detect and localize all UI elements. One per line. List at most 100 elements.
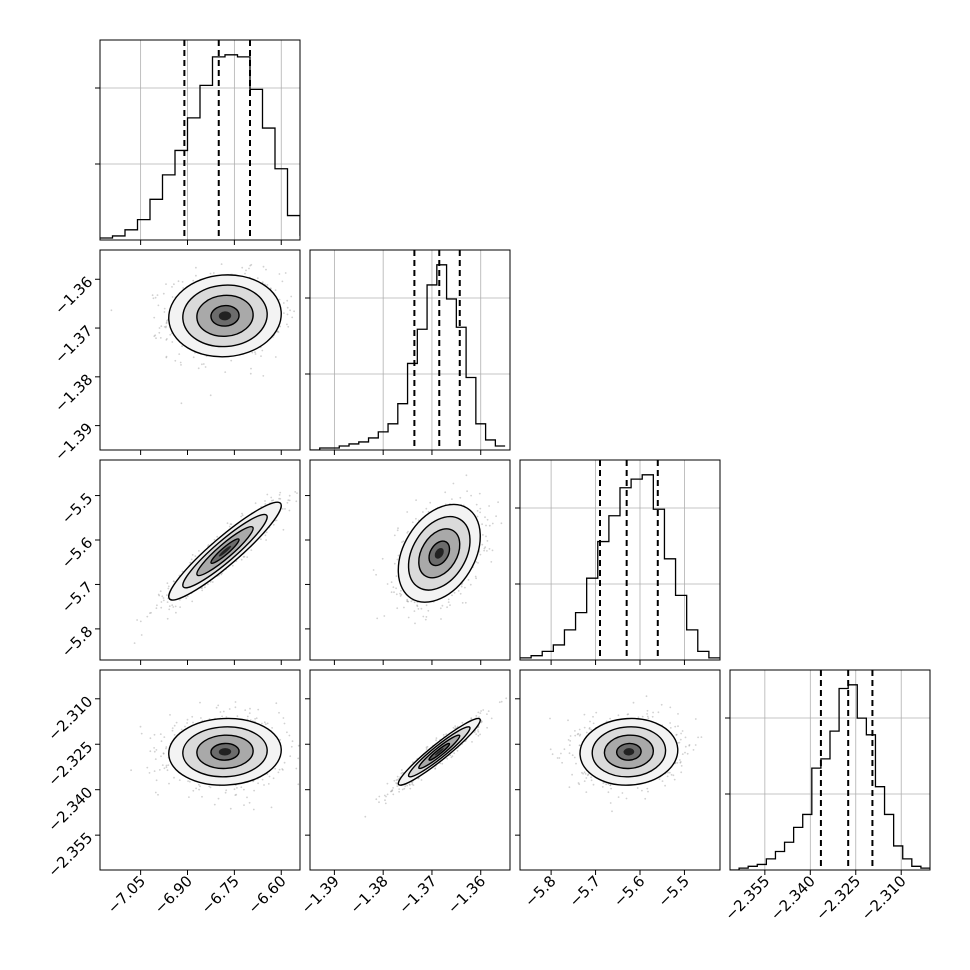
sample-point xyxy=(250,367,252,370)
panel-contents xyxy=(372,474,503,625)
sample-point xyxy=(479,507,482,510)
density-contour xyxy=(196,734,254,770)
sample-point xyxy=(153,747,156,749)
sample-point xyxy=(456,749,459,752)
sample-point xyxy=(500,700,503,703)
sample-point xyxy=(163,767,166,770)
sample-point xyxy=(652,711,654,714)
sample-point xyxy=(164,326,167,329)
sample-point xyxy=(417,777,420,780)
sample-point xyxy=(457,590,460,592)
density-contour xyxy=(397,717,481,786)
sample-point xyxy=(165,764,168,767)
sample-point xyxy=(601,786,604,788)
sample-point xyxy=(157,593,160,596)
sample-point xyxy=(165,746,168,748)
sample-point xyxy=(386,583,389,585)
sample-point xyxy=(487,710,490,712)
sample-point xyxy=(154,296,157,299)
sample-point xyxy=(209,394,212,397)
sample-point xyxy=(234,706,237,709)
sample-point xyxy=(160,606,163,609)
sample-point xyxy=(241,512,243,515)
sample-point xyxy=(391,789,394,791)
sample-point xyxy=(392,586,395,589)
density-contour xyxy=(407,515,471,591)
sample-point xyxy=(479,733,481,736)
sample-point xyxy=(154,334,157,337)
histogram-panel-0 xyxy=(95,39,301,245)
sample-point xyxy=(207,544,210,546)
sample-point xyxy=(417,608,420,610)
sample-point xyxy=(398,788,401,790)
sample-point xyxy=(222,710,225,713)
sample-point xyxy=(288,509,291,512)
sample-point xyxy=(282,528,285,531)
sample-point xyxy=(461,602,464,604)
sample-point xyxy=(286,299,289,302)
sample-point xyxy=(291,316,294,319)
sample-point xyxy=(163,311,166,313)
sample-point xyxy=(171,727,174,729)
sample-point xyxy=(473,731,476,734)
sample-point xyxy=(165,355,168,358)
sample-point xyxy=(442,734,445,736)
sample-point xyxy=(459,496,462,499)
sample-point xyxy=(416,604,418,607)
sample-point xyxy=(275,519,278,522)
density-contour xyxy=(168,274,282,358)
scatter-panel-0-3 xyxy=(95,669,301,875)
sample-point xyxy=(161,764,164,766)
sample-point xyxy=(295,500,298,503)
sample-point xyxy=(274,356,277,358)
sample-point xyxy=(182,287,185,289)
sample-point xyxy=(157,304,160,307)
sample-point xyxy=(479,712,482,714)
sample-point xyxy=(441,762,444,765)
sample-point xyxy=(231,564,234,567)
sample-point xyxy=(479,511,481,514)
sample-point xyxy=(400,772,403,775)
sample-point xyxy=(383,615,386,617)
sample-point xyxy=(191,715,194,718)
sample-point xyxy=(393,779,396,782)
sample-point xyxy=(199,701,201,704)
sample-point xyxy=(401,541,403,543)
sample-point xyxy=(162,597,165,599)
sample-point xyxy=(140,732,143,735)
panel-contents xyxy=(130,701,300,811)
panel-frame xyxy=(99,669,301,871)
sample-point xyxy=(461,721,464,724)
sample-point xyxy=(680,732,682,735)
sample-point xyxy=(415,499,417,501)
sample-point xyxy=(446,757,449,760)
sample-point xyxy=(158,327,161,329)
sample-point xyxy=(151,294,154,297)
sample-point xyxy=(425,616,428,618)
sample-point xyxy=(412,761,414,763)
sample-point xyxy=(392,793,395,796)
sample-point xyxy=(163,326,166,328)
sample-point xyxy=(130,769,133,772)
sample-point xyxy=(276,330,279,333)
sample-point xyxy=(159,590,162,593)
sample-point xyxy=(567,719,569,722)
sample-point xyxy=(271,243,273,245)
sample-point xyxy=(486,550,488,552)
sample-point xyxy=(166,601,169,603)
sample-point xyxy=(440,618,442,620)
sample-point xyxy=(254,351,256,354)
sample-point xyxy=(403,606,405,609)
sample-point xyxy=(251,351,254,354)
sample-point xyxy=(181,570,184,573)
sample-point xyxy=(474,575,477,578)
density-contour xyxy=(182,513,268,589)
scatter-panel-1-3 xyxy=(305,669,511,875)
sample-point xyxy=(224,791,227,794)
sample-point xyxy=(191,600,194,603)
sample-point xyxy=(149,750,152,753)
sample-point xyxy=(180,728,183,731)
sample-point xyxy=(200,717,202,719)
sample-point xyxy=(286,731,288,734)
sample-point xyxy=(244,272,246,275)
